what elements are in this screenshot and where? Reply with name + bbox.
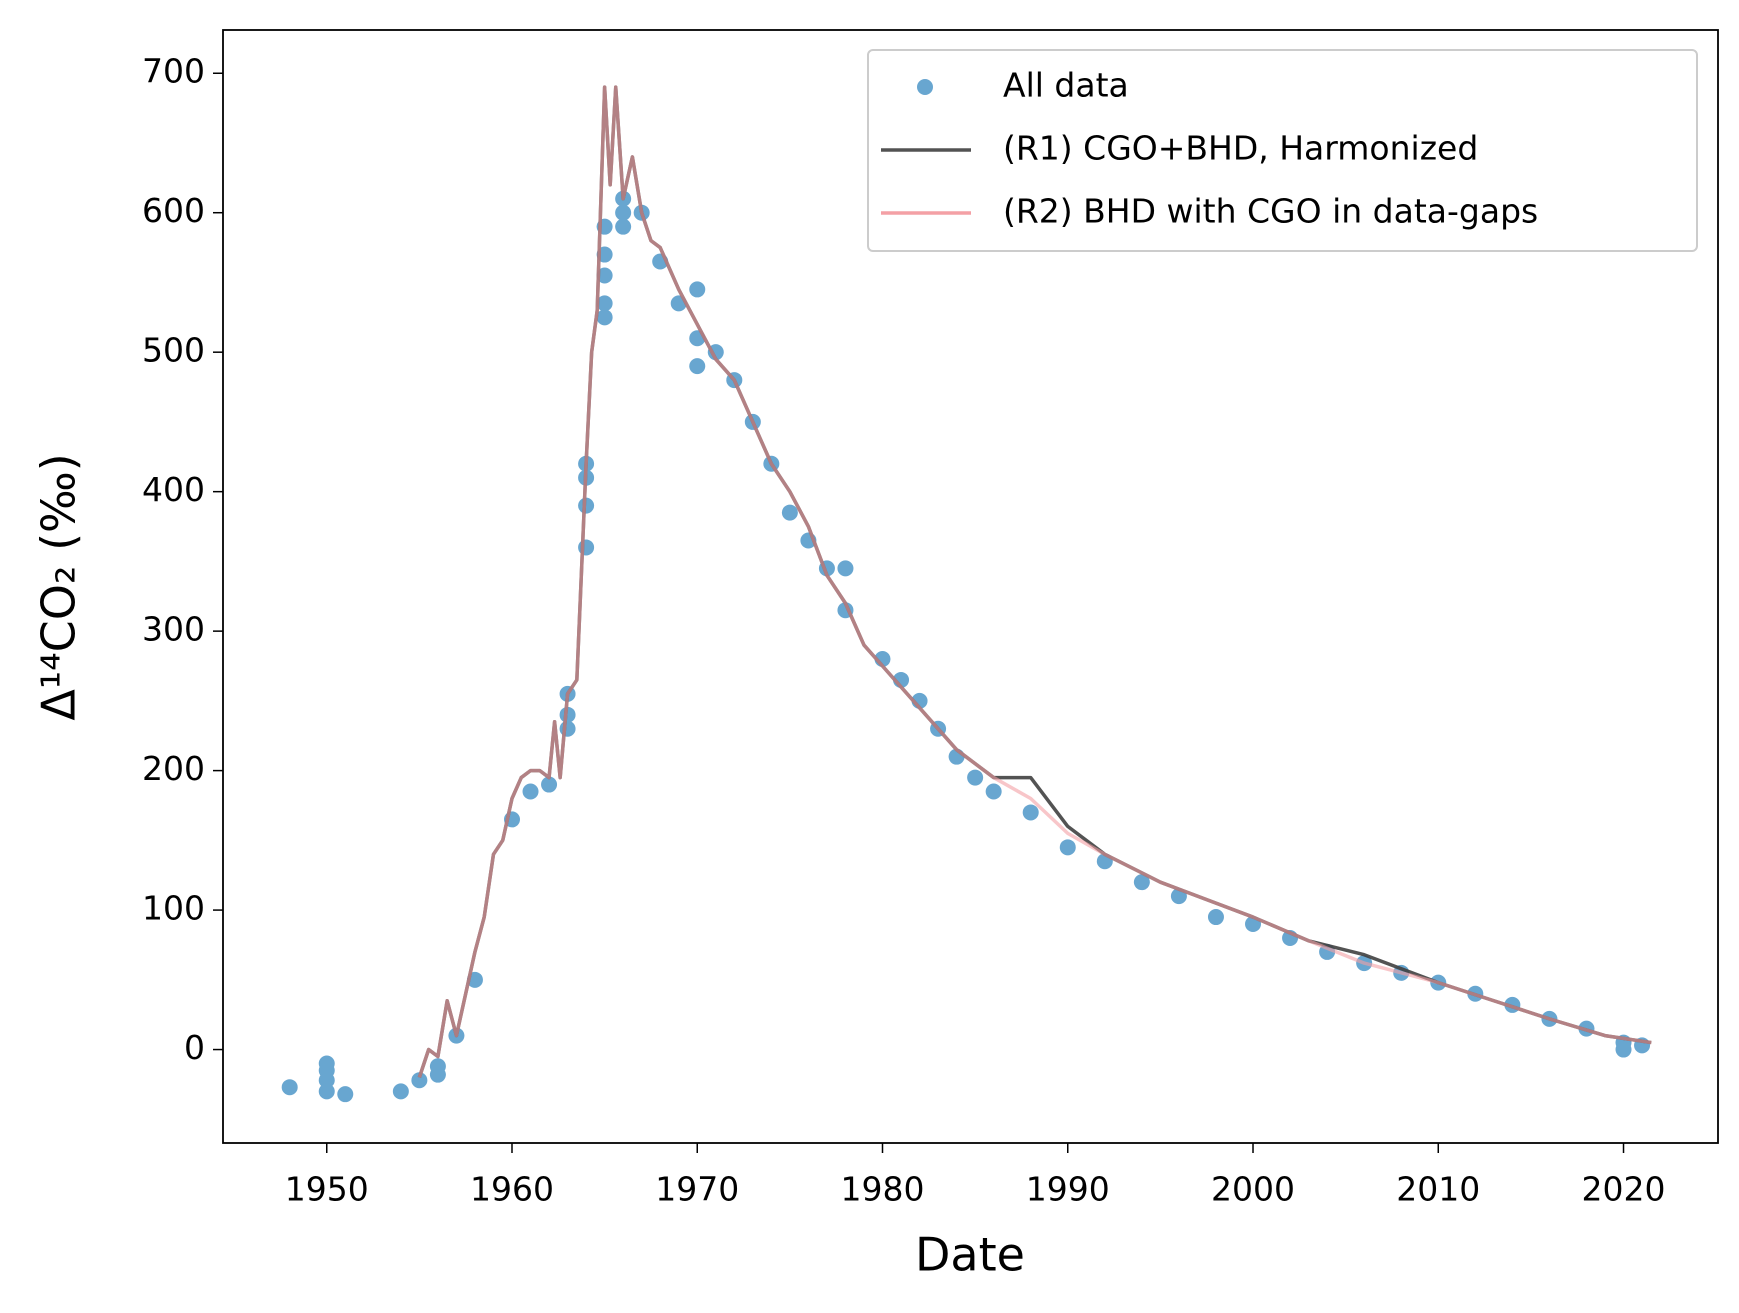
data-point — [1207, 909, 1224, 926]
data-point — [615, 218, 632, 235]
data-point — [559, 706, 576, 723]
plot-frame — [222, 29, 1719, 1144]
y-tick-label: 0 — [184, 1028, 205, 1067]
x-axis-label: Date — [915, 1228, 1025, 1282]
data-point — [318, 1072, 335, 1089]
data-point — [967, 769, 984, 786]
data-point — [596, 309, 613, 326]
y-tick-label: 400 — [142, 470, 205, 509]
data-point — [1615, 1041, 1632, 1058]
y-tick-label: 300 — [142, 610, 205, 649]
data-point — [522, 783, 539, 800]
data-point — [429, 1066, 446, 1083]
x-tick-label: 1980 — [841, 1170, 925, 1209]
data-point — [337, 1086, 354, 1103]
legend-label: (R1) CGO+BHD, Harmonized — [1003, 129, 1478, 168]
x-tick-label: 2000 — [1211, 1170, 1295, 1209]
line-series — [417, 85, 1652, 1079]
x-tick-label: 2020 — [1582, 1170, 1666, 1209]
data-point — [837, 560, 854, 577]
data-point — [392, 1083, 409, 1100]
data-point — [578, 497, 595, 514]
data-point — [559, 720, 576, 737]
data-point — [281, 1079, 298, 1096]
data-point — [596, 267, 613, 284]
y-tick-label: 100 — [142, 889, 205, 928]
data-point — [689, 358, 706, 375]
legend-marker — [917, 79, 933, 95]
data-point — [411, 1072, 428, 1089]
y-tick-label: 500 — [142, 331, 205, 370]
data-point — [1133, 874, 1150, 891]
data-point — [596, 295, 613, 312]
data-point — [578, 539, 595, 556]
data-point — [318, 1083, 335, 1100]
y-tick-label: 200 — [142, 749, 205, 788]
legend-label: (R2) BHD with CGO in data-gaps — [1003, 192, 1538, 231]
data-point — [689, 281, 706, 298]
data-point — [615, 204, 632, 221]
data-point — [781, 504, 798, 521]
x-tick-label: 1950 — [285, 1170, 369, 1209]
legend-label: All data — [1003, 66, 1129, 105]
y-axis-label: Δ¹⁴CO₂ (‰) — [32, 453, 86, 720]
legend-box — [867, 49, 1698, 252]
y-tick-label: 700 — [142, 52, 205, 91]
data-point — [1059, 839, 1076, 856]
x-tick-label: 2010 — [1396, 1170, 1480, 1209]
y-tick-label: 600 — [142, 191, 205, 230]
data-point — [985, 783, 1002, 800]
data-point — [541, 776, 558, 793]
x-tick-label: 1970 — [655, 1170, 739, 1209]
data-point — [1022, 804, 1039, 821]
x-tick-label: 1990 — [1026, 1170, 1110, 1209]
x-tick-label: 1960 — [470, 1170, 554, 1209]
